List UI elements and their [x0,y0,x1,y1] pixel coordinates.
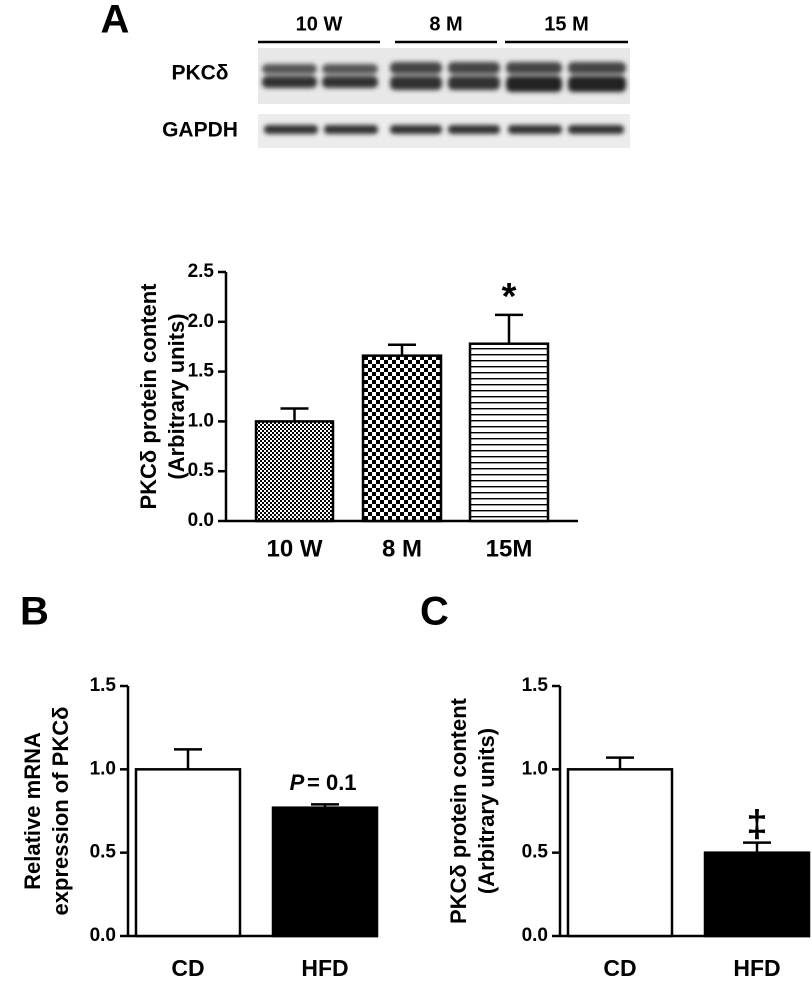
panel-label: B [20,590,49,634]
bar [361,354,443,523]
y-axis-label: PKCδ protein content [446,697,471,924]
bar [468,342,550,523]
blot-group-label: 15 M [544,13,588,35]
panel-label: A [101,0,130,42]
y-tick-label: 0.5 [522,842,549,863]
blot-group-label: 10 W [296,13,343,35]
annotation-italic: P [290,770,305,795]
panel-label: C [420,590,449,634]
y-axis-label: (Arbitrary units) [474,728,499,894]
annotation: * [502,276,517,318]
y-tick-label: 1.0 [522,758,548,779]
x-tick-label: 15M [486,535,533,562]
y-tick-label: 1.5 [522,675,549,696]
bar [703,851,811,938]
blot-row-label: GAPDH [162,119,238,142]
x-tick-label: HFD [733,955,780,981]
bar [566,768,674,938]
y-tick-label: 0.0 [188,510,214,531]
x-tick-label: CD [603,955,636,981]
y-tick-label: 1.5 [188,361,215,382]
bar [254,420,335,523]
annotation: ‡ [746,804,767,846]
y-axis-label: Relative mRNA [20,732,45,890]
bar [134,768,242,938]
blot-group-label: 8 M [429,13,462,35]
bar [271,806,379,938]
x-tick-label: 8 M [382,535,422,562]
y-tick-label: 1.0 [90,758,116,779]
x-tick-label: CD [171,955,204,981]
y-tick-label: 0.5 [90,842,117,863]
y-tick-label: 0.0 [90,925,116,946]
y-tick-label: 2.5 [188,261,215,282]
annotation: = 0.1 [307,770,357,795]
y-axis-label: PKCδ protein content [136,283,161,510]
y-tick-label: 1.5 [90,675,117,696]
blot-row-label: PKCδ [171,62,228,85]
blot-image [258,48,630,148]
y-tick-label: 1.0 [188,410,214,431]
y-tick-label: 0.0 [522,925,548,946]
x-tick-label: HFD [301,955,348,981]
y-tick-label: 0.5 [188,460,215,481]
x-tick-label: 10 W [266,535,322,562]
y-axis-label: expression of PKCδ [48,707,73,916]
y-axis-label: (Arbitrary units) [164,313,189,479]
y-tick-label: 2.0 [188,311,214,332]
